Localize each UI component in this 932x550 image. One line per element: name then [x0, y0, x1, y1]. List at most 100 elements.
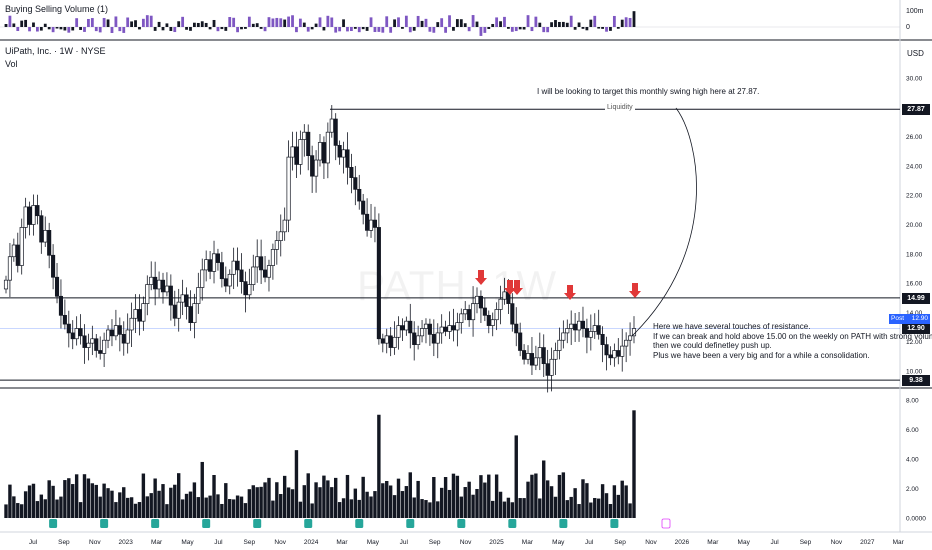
indicator-bar: [189, 27, 192, 31]
price-tick-label: 24.00: [906, 163, 923, 170]
indicator-bar: [561, 21, 565, 27]
indicator-bar: [495, 17, 499, 27]
volume-bar: [471, 494, 475, 518]
volume-bar: [23, 491, 28, 518]
candle-body: [196, 287, 201, 304]
indicator-bar: [365, 27, 369, 31]
indicator-bar: [389, 27, 393, 33]
indicator-bar: [542, 27, 546, 33]
indicator-bar: [134, 20, 137, 27]
volume-bar: [224, 483, 228, 518]
indicator-bar: [346, 27, 349, 32]
indicator-bar: [306, 27, 310, 32]
level-badge-27-87[interactable]: 27.87: [902, 104, 930, 115]
level-badge-9-38[interactable]: 9.38: [902, 375, 930, 386]
time-tick-label: Nov: [460, 539, 472, 546]
candle-body: [494, 309, 499, 321]
candle-body: [341, 149, 346, 158]
volume-bar: [255, 487, 259, 518]
volume-bar: [20, 504, 24, 518]
volume-bar: [553, 496, 558, 518]
candle-body: [133, 309, 138, 319]
indicator-bar: [59, 27, 63, 30]
volume-bar: [78, 502, 83, 518]
volume-bar: [212, 475, 216, 518]
volume-bar: [114, 502, 118, 518]
indicator-bar: [357, 27, 361, 33]
candle-body: [7, 256, 12, 281]
indicator-bar: [255, 23, 259, 27]
symbol-title[interactable]: UiPath, Inc. · 1W · NYSE: [5, 46, 106, 56]
indicator-bar: [455, 19, 459, 27]
target-curve: [631, 107, 697, 337]
candle-body: [78, 328, 83, 337]
symbol-watermark: PATH, 1W: [357, 262, 558, 309]
indicator-bar: [448, 15, 451, 27]
candle-body: [404, 320, 409, 331]
indicator-bar: [373, 27, 377, 33]
volume-bar: [388, 485, 393, 518]
volume-bar: [349, 499, 354, 518]
indicator-bar: [28, 27, 31, 32]
earnings-icon: [100, 519, 109, 528]
volume-bar: [235, 495, 240, 518]
volume-bar: [334, 477, 338, 518]
indicator-bar: [216, 27, 220, 32]
time-tick-label: Sep: [58, 539, 70, 546]
level-badge-12-90[interactable]: 12.90: [902, 324, 930, 334]
indicator-bar: [16, 27, 20, 32]
grid-lines: [0, 0, 932, 532]
volume-bar: [251, 485, 255, 518]
indicator-bar: [90, 18, 94, 27]
volume-bar: [518, 498, 522, 518]
volume-bar: [455, 475, 460, 518]
indicator-bar: [130, 21, 133, 27]
volume-bar: [196, 497, 201, 518]
volume-bar: [420, 499, 424, 518]
volume-bar: [39, 494, 44, 518]
indicator-bar: [161, 27, 165, 31]
time-tick-label: 2024: [304, 539, 319, 546]
candle-body: [172, 304, 177, 319]
indicator-bar: [609, 27, 612, 31]
volume-tick-label: 6.00: [906, 427, 919, 434]
vol-label[interactable]: Vol: [5, 59, 18, 69]
volume-bar: [16, 503, 20, 518]
resistance-note: Here we have several touches of resistan…: [653, 322, 932, 360]
candle-body: [157, 279, 162, 290]
indicator-bar: [98, 27, 102, 33]
volume-bar: [365, 491, 369, 518]
indicator-bar: [326, 15, 330, 27]
candle-body: [549, 358, 554, 376]
post-badge[interactable]: Post 12.90: [889, 314, 930, 324]
volume-bar: [616, 494, 620, 518]
indicator-bar: [538, 22, 542, 27]
indicator-bar: [467, 27, 471, 32]
volume-bar: [263, 482, 267, 518]
post-badge-value: 12.90: [911, 315, 928, 322]
indicator-bar: [597, 27, 601, 29]
indicator-bar: [624, 17, 628, 27]
earnings-upcoming-icon: [661, 518, 671, 529]
volume-bar: [141, 473, 146, 518]
indicator-bar: [220, 27, 224, 30]
volume-bar: [487, 474, 491, 518]
candle-body: [192, 303, 197, 324]
indicator-bar: [8, 15, 12, 27]
candle-body: [361, 200, 366, 215]
currency-label[interactable]: USD: [907, 49, 924, 58]
candle-body: [215, 253, 221, 263]
time-tick-label: Sep: [614, 539, 626, 546]
volume-bar: [628, 503, 632, 518]
level-badge-14-99[interactable]: 14.99: [902, 293, 930, 304]
candle-body: [600, 334, 605, 345]
volume-bar: [169, 487, 173, 518]
volume-bar: [608, 504, 613, 518]
indicator-bar: [479, 27, 483, 36]
resistance-note-line: If we can break and hold above 15.00 on …: [653, 331, 932, 341]
time-tick-label: May: [738, 539, 751, 546]
volume-bar: [439, 487, 444, 518]
indicator-bar: [322, 27, 326, 31]
